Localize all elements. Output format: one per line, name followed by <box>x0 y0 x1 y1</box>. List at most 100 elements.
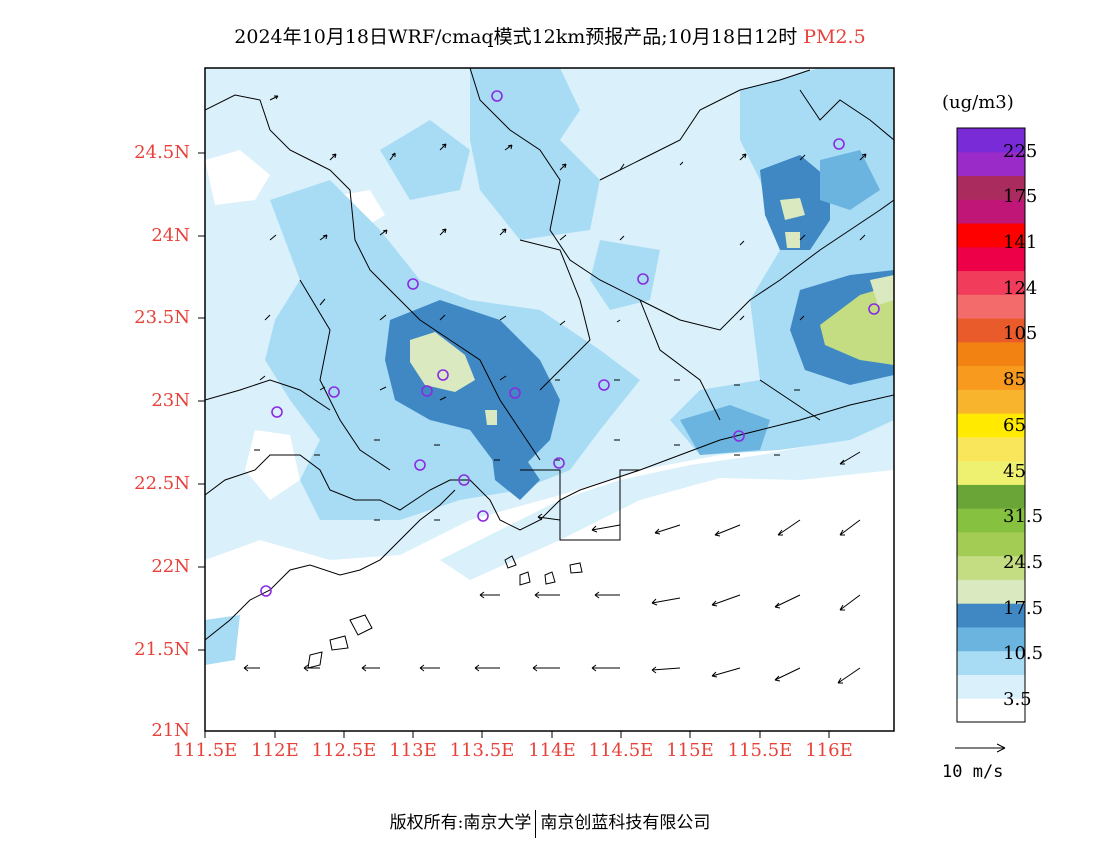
colorbar-swatch <box>957 175 1025 200</box>
lat-label: 23N <box>151 390 190 411</box>
concentration-field <box>205 68 894 731</box>
dongguan-peak <box>485 410 497 425</box>
footer-separator <box>535 809 537 838</box>
title-variable: PM2.5 <box>803 26 866 48</box>
colorbar-label: 17.5 <box>1003 598 1044 619</box>
lon-label: 115E <box>666 740 714 761</box>
colorbar-swatch <box>957 413 1025 438</box>
meizhou-peak-2 <box>785 232 800 248</box>
city-boundary-4 <box>299 279 391 471</box>
colorbar-label: 225 <box>1003 141 1038 162</box>
colorbar-label: 31.5 <box>1003 506 1044 527</box>
coastline <box>205 394 894 531</box>
coastal-band <box>440 420 894 580</box>
lon-label: 112E <box>251 740 299 761</box>
colorbar-label: 10.5 <box>1003 643 1044 664</box>
prov-boundary-5 <box>599 69 811 181</box>
lat-label: 22.5N <box>134 473 190 494</box>
lat-label: 24N <box>151 225 190 246</box>
lon-label: 113E <box>389 740 437 761</box>
boundaries <box>205 68 894 641</box>
shenzhen-core <box>490 440 540 500</box>
colorbar-swatch <box>957 151 1025 177</box>
city-boundary-6 <box>799 89 894 141</box>
colorbar-swatch <box>957 365 1025 390</box>
meizhou-east <box>820 150 880 210</box>
colorbar-unit: (ug/m3) <box>942 92 1014 113</box>
chaoshan-peak-edge <box>870 275 894 305</box>
prov-boundary-3 <box>469 68 681 321</box>
mid-patch <box>590 240 660 310</box>
colorbar-label: 45 <box>1003 461 1026 482</box>
colorbar-swatch <box>957 460 1025 485</box>
colorbar-swatch <box>957 555 1025 580</box>
colorbar-label: 85 <box>1003 369 1026 390</box>
shanwei-core <box>680 405 770 455</box>
sea-low-region <box>205 410 894 731</box>
colorbar-swatch <box>957 246 1025 272</box>
lon-label: 114E <box>528 740 576 761</box>
colorbar-swatch <box>957 698 1025 723</box>
colorbar-swatch <box>957 603 1025 628</box>
colorbar-swatch <box>957 674 1025 699</box>
lat-label: 22N <box>151 556 190 577</box>
station-markers <box>260 90 880 597</box>
city-boundary-3 <box>759 379 821 421</box>
title-text: 2024年10月18日WRF/cmaq模式12km预报产品;10月18日12时 <box>234 26 798 48</box>
colorbar-label: 3.5 <box>1003 689 1032 710</box>
colorbar-swatch <box>957 270 1025 295</box>
lon-label: 116E <box>805 740 853 761</box>
colorbar-swatch <box>957 484 1025 509</box>
meizhou-peak-1 <box>780 198 805 220</box>
colorbar-label: 141 <box>1003 232 1038 253</box>
colorbar-swatch <box>957 389 1025 414</box>
colorbar-swatch <box>957 650 1025 675</box>
coastline-west <box>205 489 456 641</box>
lon-label: 112.5E <box>311 740 377 761</box>
colorbar-label: 24.5 <box>1003 552 1044 573</box>
copyright-footer: 版权所有:南京大学 南京创蓝科技有限公司 <box>0 808 1100 838</box>
colorbar-swatch <box>957 436 1025 462</box>
colorbar-label: 65 <box>1003 415 1026 436</box>
colorbar-swatch <box>957 318 1025 343</box>
city-boundary-2 <box>639 299 721 421</box>
colorbar-swatch <box>957 341 1025 367</box>
low-patch-1 <box>205 150 270 205</box>
lon-label: 113.5E <box>449 740 515 761</box>
lon-label: 111.5E <box>172 740 238 761</box>
colorbar-label: 105 <box>1003 323 1038 344</box>
colorbar-swatch <box>957 508 1025 533</box>
colorbar-swatch <box>957 294 1025 319</box>
lat-label: 23.5N <box>134 307 190 328</box>
guangzhou-peak <box>410 332 475 392</box>
lat-label: 21N <box>151 720 190 741</box>
copyright-owner: 版权所有:南京大学 <box>389 813 532 833</box>
ref-wind-label: 10 m/s <box>942 762 1004 782</box>
lat-label: 21.5N <box>134 639 190 660</box>
colorbar-swatch <box>957 223 1025 248</box>
colorbar-label: 124 <box>1003 278 1038 299</box>
city-boundary-1 <box>519 239 591 391</box>
copyright-company: 南京创蓝科技有限公司 <box>540 813 711 833</box>
lon-label: 114.5E <box>588 740 654 761</box>
map-frame <box>204 67 895 732</box>
hk-boundary <box>520 469 640 541</box>
islands <box>307 555 583 669</box>
colorbar-swatch <box>957 199 1025 224</box>
colorbar-swatch <box>957 531 1025 557</box>
low-patch-3 <box>245 430 300 500</box>
axis-ticks <box>198 152 830 738</box>
colorbar-label: 175 <box>1003 186 1038 207</box>
colorbar-swatch <box>957 128 1025 153</box>
colorbar <box>957 128 1025 723</box>
prov-boundary-4 <box>679 199 894 331</box>
north-patch <box>380 120 470 200</box>
chart-title: 2024年10月18日WRF/cmaq模式12km预报产品;10月18日12时 P… <box>0 22 1100 49</box>
prov-boundary-2 <box>419 319 541 461</box>
colorbar-swatch <box>957 579 1025 604</box>
city-boundary-5 <box>205 379 331 411</box>
lat-label: 24.5N <box>134 142 190 163</box>
ref-wind-arrow <box>955 743 1006 753</box>
lon-label: 115.5E <box>727 740 793 761</box>
